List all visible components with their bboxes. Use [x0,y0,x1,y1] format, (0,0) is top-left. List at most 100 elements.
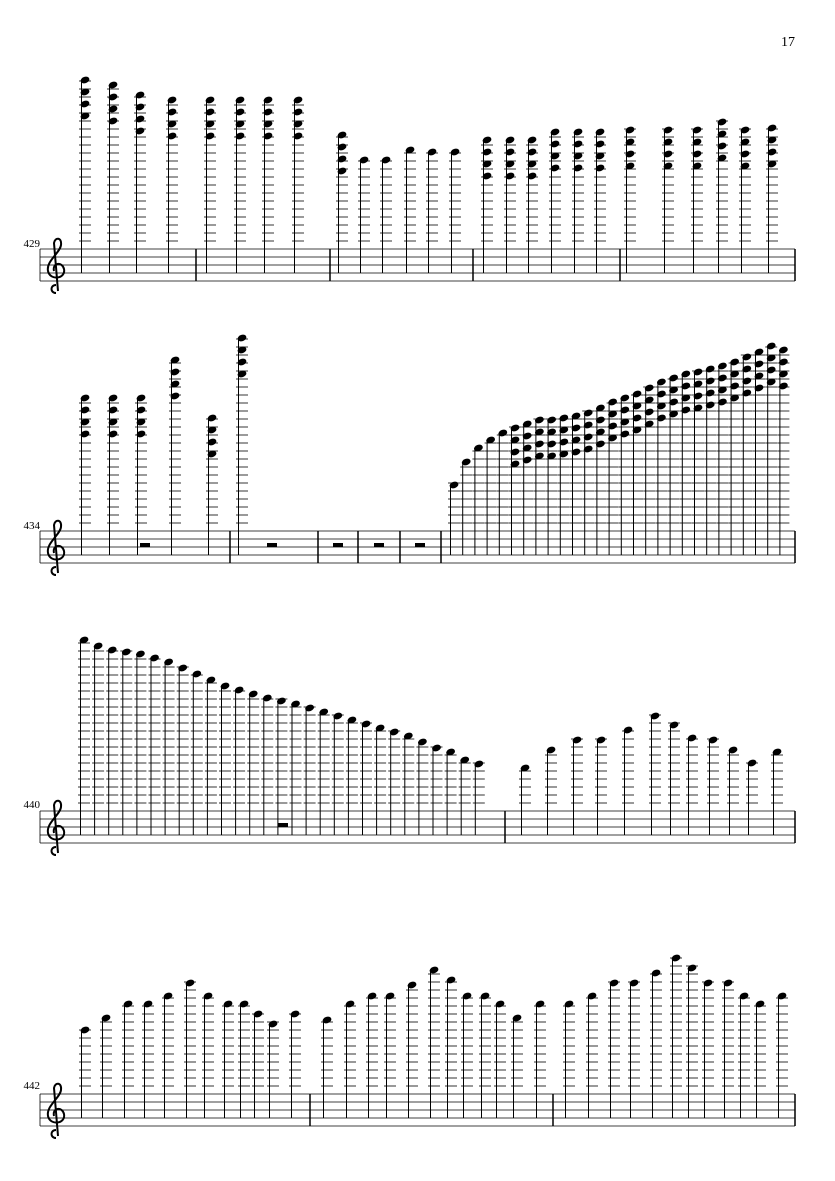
notehead [535,452,544,460]
notehead [629,979,639,987]
notehead [474,760,484,768]
notehead [651,969,661,977]
notehead [143,1000,153,1008]
notehead [625,150,635,158]
notehead [460,756,470,764]
notehead [359,156,369,164]
notehead [136,418,146,426]
notehead [754,348,764,356]
notehead [121,648,131,656]
notehead [263,108,273,116]
notehead [766,354,776,362]
notehead [429,966,439,974]
notehead [687,734,697,742]
notehead [407,981,417,989]
notehead [80,406,90,414]
notehead [290,1010,300,1018]
notehead [108,81,118,89]
notehead [108,430,118,438]
notehead [80,76,90,84]
notehead [167,132,177,140]
notehead [571,448,581,456]
notehead [535,1000,545,1008]
notehead [108,93,118,101]
notehead [446,976,456,984]
notehead [717,130,727,138]
notehead [739,992,749,1000]
half-rest [415,543,425,547]
notehead [207,414,217,422]
notehead [573,140,583,148]
notehead [596,428,605,436]
notehead [248,690,258,698]
notehead [692,150,702,158]
notehead [550,152,560,160]
notehead [170,356,180,364]
notehead [495,1000,505,1008]
notehead [170,392,180,400]
notehead [608,422,617,430]
notehead [337,143,347,151]
notehead [450,148,460,156]
notehead [681,406,691,414]
notehead [693,392,703,400]
notehead [206,676,216,684]
notehead [620,394,630,402]
notehead [687,964,697,972]
notehead [693,368,703,376]
half-rest [278,823,288,827]
notehead [623,726,633,734]
notehead [550,128,560,136]
notehead [632,414,642,422]
notehead [608,410,617,418]
notehead [535,428,544,436]
notehead [185,979,195,987]
notehead [235,120,245,128]
notehead [223,1000,233,1008]
notehead [163,992,173,1000]
notehead [650,712,660,720]
notehead [293,120,303,128]
notehead [237,370,247,378]
notehead [705,401,715,409]
half-rest [374,543,384,547]
notehead [657,390,666,398]
notehead [742,365,752,373]
notehead [522,444,532,452]
notehead [730,394,739,402]
notehead [767,160,777,168]
notehead [718,362,727,370]
notehead [263,96,273,104]
notehead [766,342,776,350]
notehead [403,732,413,740]
notehead [268,1020,278,1028]
notehead [547,428,556,436]
notehead [708,736,718,744]
notehead [754,384,764,392]
notehead [681,370,691,378]
notehead [608,398,617,406]
notehead [657,414,666,422]
notehead [608,434,617,442]
notehead [293,132,303,140]
notehead [135,91,145,99]
notehead [535,416,544,424]
notehead [527,172,537,180]
notehead [486,436,495,444]
notehead [669,410,678,418]
notehead [747,759,757,767]
notehead [108,117,118,125]
notehead [595,140,605,148]
notehead [207,438,217,446]
notehead [80,100,90,108]
notehead [235,132,245,140]
notehead [730,382,739,390]
notehead [522,420,532,428]
notehead [498,429,508,437]
notehead [93,642,103,650]
notehead [337,167,347,175]
notehead [167,120,177,128]
notehead [234,686,244,694]
